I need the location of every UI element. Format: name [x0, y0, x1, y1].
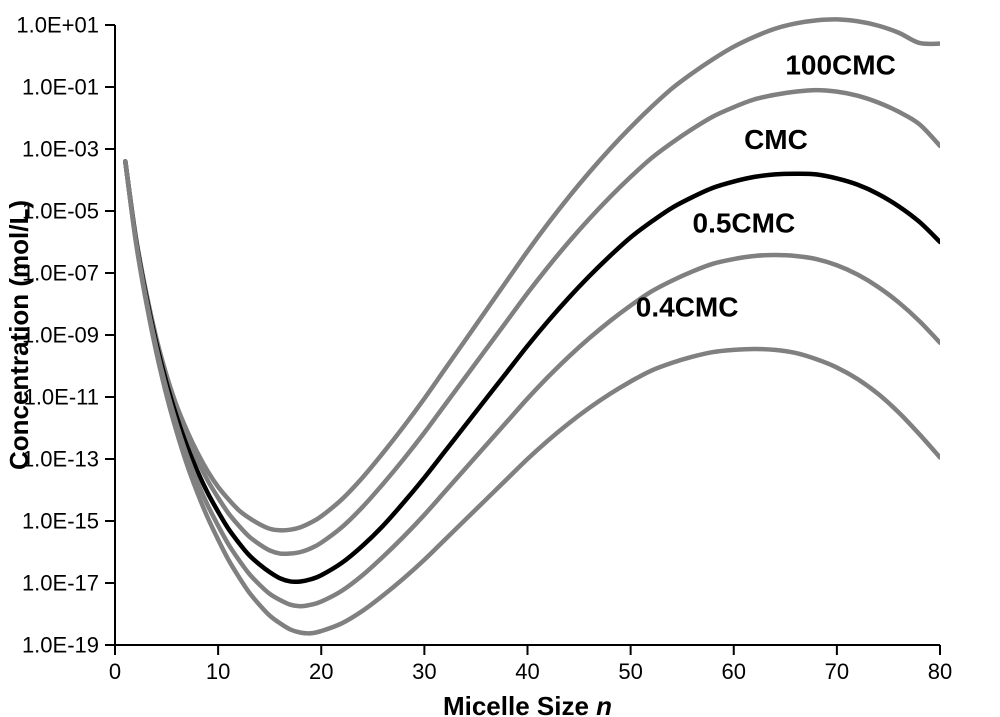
y-tick-label: 1.0E-19 [22, 633, 99, 658]
curve-0.4CMC [125, 161, 940, 633]
x-axis-title: Micelle Size n [443, 691, 612, 717]
x-tick-label: 70 [825, 659, 849, 684]
curve-label-100CMC: 100CMC [785, 50, 895, 81]
x-tick-label: 30 [412, 659, 436, 684]
x-tick-label: 50 [618, 659, 642, 684]
curve-label-0.5CMC: 0.5CMC [693, 208, 796, 239]
x-tick-label: 10 [206, 659, 230, 684]
y-tick-label: 1.0E-03 [22, 137, 99, 162]
x-tick-label: 20 [309, 659, 333, 684]
curve-100CMC [125, 90, 940, 554]
y-tick-label: 1.0E-17 [22, 571, 99, 596]
y-tick-label: 1.0E-01 [22, 75, 99, 100]
curve-label-CMC: CMC [744, 124, 808, 155]
y-tick-label: 1.0E-15 [22, 509, 99, 534]
x-tick-label: 60 [722, 659, 746, 684]
y-tick-label: 1.0E+01 [16, 13, 99, 38]
curve-label-0.4CMC: 0.4CMC [636, 291, 739, 322]
y-axis-title: Concentration (mol/L) [4, 200, 34, 470]
y-tick-label: 1.0E-11 [24, 385, 99, 410]
x-tick-label: 40 [515, 659, 539, 684]
line-chart: 0 10 20 30 40 50 60 70 80 1.0E-19 1.0E-17 1.0E-15 1.… [0, 0, 1000, 717]
chart-container: 0 10 20 30 40 50 60 70 80 1.0E-19 1.0E-17 1.0E-15 1.… [0, 0, 1000, 717]
curve-0.5CMC [125, 161, 940, 606]
x-tick-label: 0 [109, 659, 121, 684]
x-tick-label: 80 [928, 659, 952, 684]
